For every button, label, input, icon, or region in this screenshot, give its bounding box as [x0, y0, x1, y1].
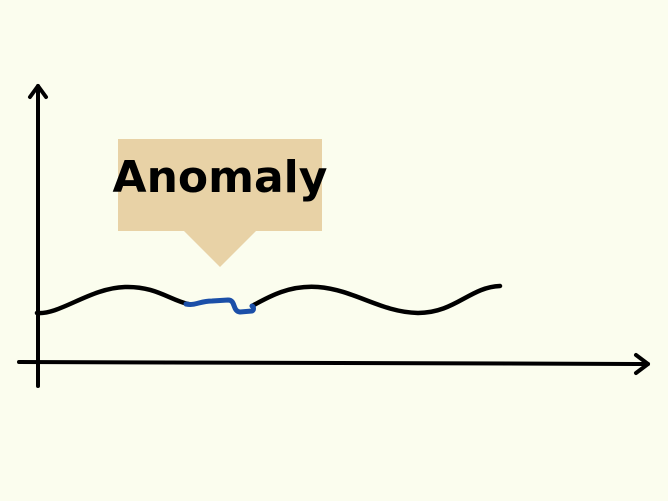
signal-wave-right — [249, 283, 503, 316]
anomaly-callout: Anomaly — [113, 139, 328, 267]
x-axis — [17, 353, 650, 375]
y-axis-arrowhead — [28, 84, 48, 99]
callout-box — [118, 139, 322, 231]
anomaly-segment — [183, 297, 256, 315]
callout-pointer — [183, 230, 257, 267]
x-axis-arrowhead — [634, 353, 650, 375]
signal-wave-left — [34, 284, 191, 316]
y-axis — [28, 84, 48, 388]
x-axis-line — [17, 360, 650, 366]
callout-label: Anomaly — [113, 152, 328, 203]
